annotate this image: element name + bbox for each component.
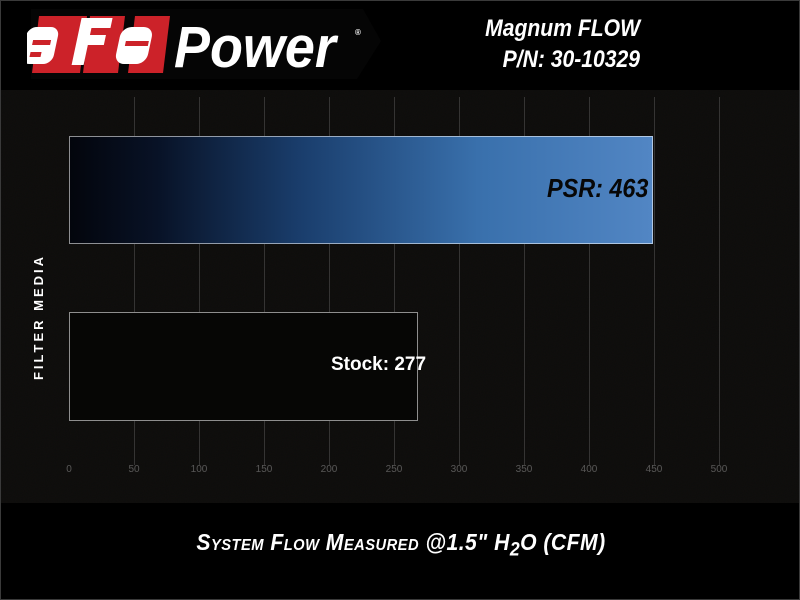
svg-text:Power: Power [174,14,339,79]
